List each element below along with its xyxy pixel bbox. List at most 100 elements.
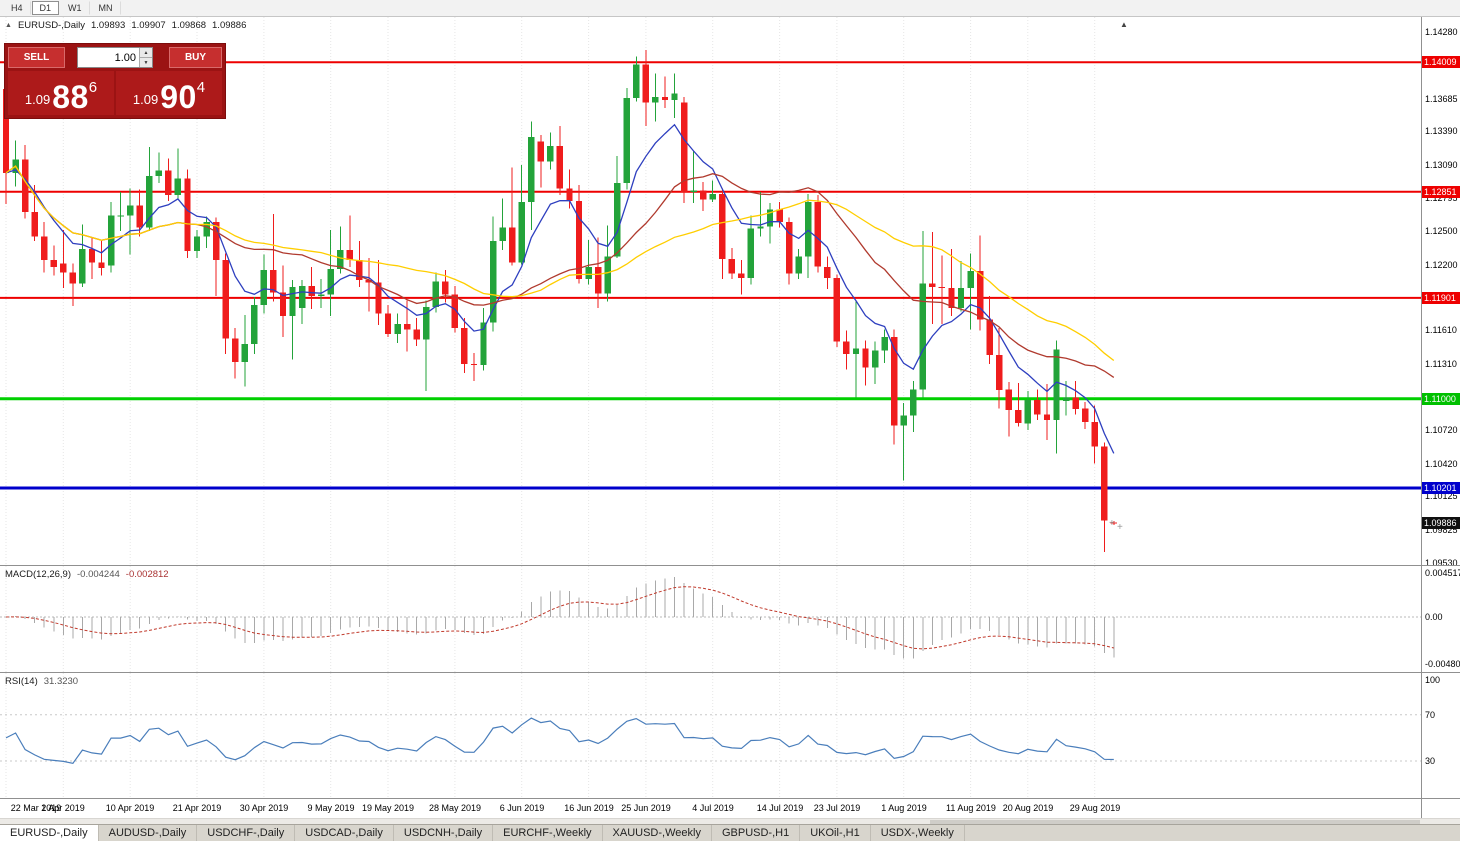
price-scale-tick: 1.09530 bbox=[1425, 558, 1458, 565]
chart-ohlc-header: ▲ EURUSD-,Daily 1.09893 1.09907 1.09868 … bbox=[5, 20, 246, 31]
time-scale-label: 1 Aug 2019 bbox=[881, 803, 927, 813]
sell-button[interactable]: SELL bbox=[8, 47, 65, 68]
buy-button[interactable]: BUY bbox=[169, 47, 222, 68]
price-scale-tick: 1.11310 bbox=[1425, 359, 1457, 369]
price-scale-tick: 1.11610 bbox=[1425, 325, 1457, 335]
ask-price-prefix: 1.09 bbox=[132, 92, 159, 107]
price-scale-tick: 1.10125 bbox=[1425, 491, 1458, 501]
time-scale-label: 1 Apr 2019 bbox=[41, 803, 85, 813]
time-scale-label: 9 May 2019 bbox=[307, 803, 355, 813]
chart-tab-audusd-daily[interactable]: AUDUSD-,Daily bbox=[99, 825, 198, 841]
chart-tabs-bar: EURUSD-,Daily AUDUSD-,Daily USDCHF-,Daily U… bbox=[0, 824, 1460, 841]
rsi-canvas[interactable] bbox=[0, 673, 1421, 799]
trade-controls-row: SELL 1.00 ▲ ▼ BUY bbox=[8, 47, 222, 68]
macd-canvas[interactable] bbox=[0, 566, 1421, 673]
ohlc-low-value: 1.09868 bbox=[171, 20, 207, 31]
timeframe-button-h4[interactable]: H4 bbox=[3, 1, 31, 15]
price-chart-canvas[interactable]: + + bbox=[0, 17, 1421, 565]
macd-scale-tick: -0.00480 bbox=[1425, 659, 1460, 669]
chart-tab-gbpusd-h1[interactable]: GBPUSD-,H1 bbox=[712, 825, 801, 841]
time-scale-label: 10 Apr 2019 bbox=[105, 803, 155, 813]
rsi-indicator-panel: RSI(14) 31.3230 bbox=[0, 672, 1421, 799]
price-scale-tick: 1.13090 bbox=[1425, 160, 1458, 170]
time-scale-label: 6 Jun 2019 bbox=[499, 803, 545, 813]
volume-value[interactable]: 1.00 bbox=[114, 51, 136, 64]
rsi-header: RSI(14) 31.3230 bbox=[5, 676, 78, 687]
price-scale-tick: 1.09825 bbox=[1425, 525, 1458, 535]
price-chart-panel: + + ▲ EURUSD-,Daily 1.09893 1.09907 1.098… bbox=[0, 17, 1421, 565]
macd-scale-tick: 0.00 bbox=[1425, 612, 1443, 622]
macd-scale-tick: 0.004517 bbox=[1425, 568, 1460, 578]
chart-tab-eurchf-weekly[interactable]: EURCHF-,Weekly bbox=[493, 825, 603, 841]
time-scale-label: 19 May 2019 bbox=[361, 803, 415, 813]
svg-text:+: + bbox=[1109, 518, 1115, 529]
price-level-badge: 1.12851 bbox=[1422, 186, 1460, 198]
price-scale-tick: 1.12500 bbox=[1425, 226, 1458, 236]
rsi-value: 31.3230 bbox=[43, 676, 79, 687]
chart-tab-usdcad-daily[interactable]: USDCAD-,Daily bbox=[295, 825, 394, 841]
time-scale-label: 22 Mar 2019 bbox=[10, 803, 62, 813]
bid-price-display[interactable]: 1.09 88 6 bbox=[8, 71, 114, 115]
time-scale-label: 20 Aug 2019 bbox=[1002, 803, 1054, 813]
chart-tab-xauusd-weekly[interactable]: XAUUSD-,Weekly bbox=[603, 825, 712, 841]
time-scale-label: 30 Apr 2019 bbox=[239, 803, 289, 813]
scrollbar-thumb[interactable] bbox=[930, 820, 1420, 824]
time-scale-label: 25 Jun 2019 bbox=[621, 803, 671, 813]
timeframe-button-w1[interactable]: W1 bbox=[60, 1, 90, 15]
price-level-badge: 1.11901 bbox=[1422, 292, 1460, 304]
ask-price-sup: 4 bbox=[196, 79, 206, 96]
chart-tab-usdcnh-daily[interactable]: USDCNH-,Daily bbox=[394, 825, 494, 841]
price-scale-tick: 1.14280 bbox=[1425, 27, 1458, 37]
one-click-trading-panel: SELL 1.00 ▲ ▼ BUY 1.09 88 6 1.09 bbox=[4, 43, 226, 119]
time-scale-label: 14 Jul 2019 bbox=[756, 803, 804, 813]
volume-input[interactable]: 1.00 ▲ ▼ bbox=[77, 47, 153, 68]
timeframe-button-d1[interactable]: D1 bbox=[31, 1, 60, 15]
price-scale-tick: 1.13685 bbox=[1425, 94, 1458, 104]
time-scale-label: 4 Jul 2019 bbox=[692, 803, 734, 813]
macd-header: MACD(12,26,9) -0.004244 -0.002812 bbox=[5, 569, 169, 580]
price-scale-tick: 1.13390 bbox=[1425, 126, 1458, 136]
volume-decrease-icon[interactable]: ▼ bbox=[140, 57, 152, 67]
chart-h-scrollbar[interactable] bbox=[0, 818, 1460, 824]
macd-indicator-panel: MACD(12,26,9) -0.004244 -0.002812 bbox=[0, 565, 1421, 673]
ask-price-display[interactable]: 1.09 90 4 bbox=[116, 71, 222, 115]
chart-tab-usdchf-daily[interactable]: USDCHF-,Daily bbox=[197, 825, 296, 841]
time-scale-label: 16 Jun 2019 bbox=[564, 803, 614, 813]
chart-tab-eurusd-daily[interactable]: EURUSD-,Daily bbox=[0, 825, 99, 841]
scale-corner bbox=[1421, 798, 1460, 818]
rsi-scale-tick: 100 bbox=[1425, 675, 1441, 685]
chart-tab-ukoil-h1[interactable]: UKOil-,H1 bbox=[800, 825, 871, 841]
chart-tab-usdx-weekly[interactable]: USDX-,Weekly bbox=[871, 825, 965, 841]
timeframe-buttons: H4 D1 W1 MN bbox=[3, 1, 122, 15]
price-level-badge: 1.11000 bbox=[1422, 393, 1460, 405]
time-scale-label: 29 Aug 2019 bbox=[1069, 803, 1121, 813]
rsi-scale-tick: 70 bbox=[1425, 710, 1436, 720]
ask-price-big: 90 bbox=[160, 79, 197, 115]
time-scale[interactable]: 22 Mar 2019 1 Apr 2019 10 Apr 2019 21 Apr 2… bbox=[0, 798, 1421, 818]
timeframe-button-mn[interactable]: MN bbox=[91, 1, 121, 15]
price-scale-tick: 1.10420 bbox=[1425, 459, 1458, 469]
svg-text:+: + bbox=[1117, 522, 1123, 533]
one-click-toggle-icon[interactable]: ▲ bbox=[5, 22, 12, 29]
ohlc-close-value: 1.09886 bbox=[212, 20, 247, 31]
macd-label: MACD(12,26,9) bbox=[5, 569, 71, 580]
time-scale-label: 21 Apr 2019 bbox=[172, 803, 222, 813]
rsi-label: RSI(14) bbox=[5, 676, 38, 687]
ohlc-open-value: 1.09893 bbox=[90, 20, 126, 31]
rsi-scale[interactable]: 100 70 30 bbox=[1421, 672, 1460, 798]
price-scale[interactable]: 1.14280 1.13685 1.13390 1.13090 1.12795 1.125… bbox=[1421, 17, 1460, 565]
macd-scale[interactable]: 0.004517 0.00 -0.00480 bbox=[1421, 565, 1460, 672]
timeframe-toolbar: H4 D1 W1 MN bbox=[0, 0, 1460, 17]
volume-increase-icon[interactable]: ▲ bbox=[140, 48, 152, 57]
price-level-badge: 1.10201 bbox=[1422, 482, 1460, 494]
rsi-scale-tick: 30 bbox=[1425, 756, 1436, 766]
bid-price-sup: 6 bbox=[88, 79, 98, 96]
bid-price-big: 88 bbox=[52, 79, 89, 115]
price-scale-tick: 1.10720 bbox=[1425, 425, 1458, 435]
time-scale-label: 23 Jul 2019 bbox=[813, 803, 861, 813]
price-scale-tick: 1.12200 bbox=[1425, 260, 1458, 270]
trade-prices-row: 1.09 88 6 1.09 90 4 bbox=[8, 71, 222, 115]
price-level-badge: 1.09886 bbox=[1422, 517, 1460, 529]
collapse-chart-icon[interactable]: ▲ bbox=[1120, 20, 1128, 29]
